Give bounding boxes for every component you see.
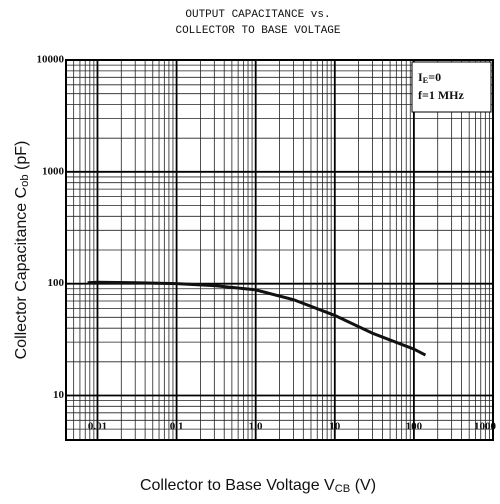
x-tick-label: 10 xyxy=(329,421,341,433)
annotation-part: =0 xyxy=(428,70,441,84)
y-axis-label-part: Collector Capacitance C xyxy=(13,187,30,360)
y-axis-label-part: (pF) xyxy=(13,141,30,175)
y-tick-label: 100 xyxy=(48,277,65,289)
x-tick-label: 0.1 xyxy=(170,421,184,433)
x-axis-label-sub: CB xyxy=(335,483,351,495)
annotation-part: f=1 MHz xyxy=(418,88,464,102)
data-line xyxy=(87,280,427,357)
x-axis-label-part: (V) xyxy=(350,477,376,494)
x-tick-label: 100 xyxy=(406,421,423,433)
annotation: f=1 MHz xyxy=(418,88,464,102)
x-axis-label-part: Collector to Base Voltage V xyxy=(140,477,335,494)
x-tick-label: 1000 xyxy=(474,421,497,433)
annotation-sub: E xyxy=(423,76,429,85)
annotation-part: I xyxy=(418,70,423,84)
x-axis-label: Collector to Base Voltage VCB (V) xyxy=(140,477,376,495)
annotation-box xyxy=(411,61,492,113)
plot-frame xyxy=(65,59,494,441)
y-axis-label: Collector Capacitance Cob (pF) xyxy=(13,141,31,360)
x-tick-label: 0.01 xyxy=(88,421,107,433)
y-tick-label: 10000 xyxy=(37,54,65,66)
annotation: IE=0 xyxy=(418,70,441,85)
y-axis-label-sub: ob xyxy=(19,174,31,186)
y-tick-label: 1000 xyxy=(42,165,65,177)
x-tick-label: 1.0 xyxy=(249,421,263,433)
chart-title: COLLECTOR TO BASE VOLTAGE xyxy=(175,25,340,37)
y-tick-label: 10 xyxy=(53,389,65,401)
chart-title: OUTPUT CAPACITANCE vs. xyxy=(185,9,330,21)
